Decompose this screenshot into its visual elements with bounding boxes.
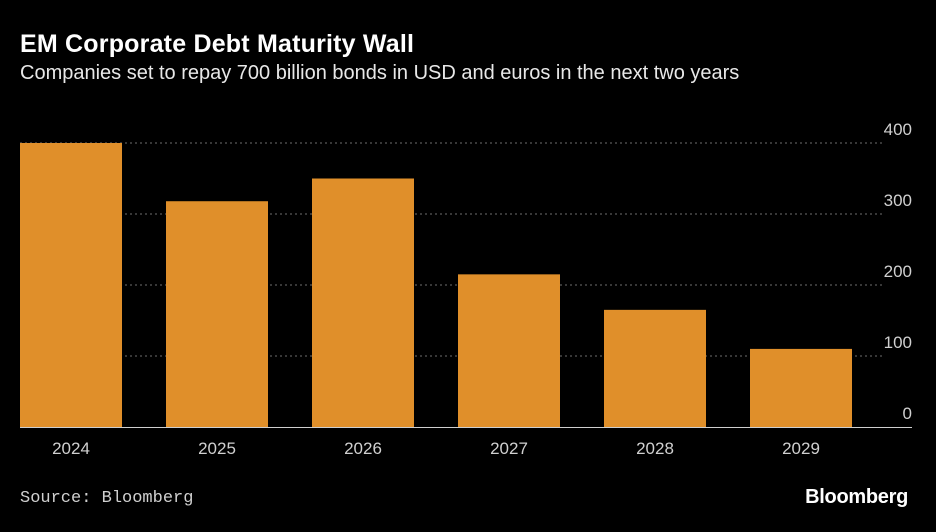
bars [20,143,852,427]
y-tick-label-400: 400 [884,120,912,139]
bar-2024 [20,143,122,427]
x-tick-label-2029: 2029 [782,439,820,458]
source-note: Source: Bloomberg [20,489,194,508]
x-tick-labels: 2024 2025 2026 2027 2028 2029 [52,439,820,458]
chart-subtitle: Companies set to repay 700 billion bonds… [20,62,740,84]
y-tick-label-200: 200 [884,262,912,281]
y-tick-label-0: 0 [903,404,912,423]
gridlines [20,142,882,357]
x-tick-label-2028: 2028 [636,439,674,458]
bar-2028 [604,309,706,427]
bar-2027 [458,274,560,427]
bar-2026 [312,178,414,427]
bar-2029 [750,348,852,427]
x-tick-label-2026: 2026 [344,439,382,458]
chart-title: EM Corporate Debt Maturity Wall [20,30,415,58]
y-tick-label-300: 300 [884,191,912,210]
x-tick-label-2024: 2024 [52,439,90,458]
bar-2025 [166,201,268,427]
y-tick-label-100: 100 [884,333,912,352]
x-tick-label-2025: 2025 [198,439,236,458]
y-tick-labels: 0 100 200 300 400 [884,120,912,423]
bloomberg-logo: Bloomberg [805,486,908,508]
x-tick-label-2027: 2027 [490,439,528,458]
